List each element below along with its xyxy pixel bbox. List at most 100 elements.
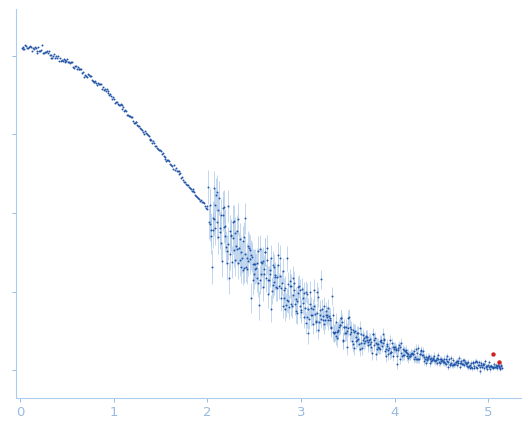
Point <box>312 319 320 326</box>
Point <box>183 181 191 188</box>
Point <box>492 363 501 370</box>
Point <box>284 298 292 305</box>
Point <box>407 350 415 357</box>
Point <box>194 194 203 201</box>
Point <box>469 359 478 366</box>
Point <box>490 361 499 368</box>
Point <box>298 286 306 293</box>
Point <box>475 362 483 369</box>
Point <box>277 295 286 302</box>
Point <box>177 174 186 181</box>
Point <box>298 295 307 302</box>
Point <box>488 364 496 371</box>
Point <box>322 307 330 314</box>
Point <box>443 357 451 364</box>
Point <box>294 290 302 297</box>
Point <box>351 328 359 335</box>
Point <box>35 48 44 55</box>
Point <box>410 348 419 355</box>
Point <box>154 146 162 153</box>
Point <box>382 353 390 360</box>
Point <box>479 361 487 368</box>
Point <box>244 243 252 250</box>
Point <box>33 47 42 54</box>
Point <box>162 157 170 164</box>
Point <box>468 364 476 371</box>
Point <box>497 361 505 368</box>
Point <box>246 256 255 263</box>
Point <box>342 329 350 336</box>
Point <box>264 277 272 284</box>
Point <box>357 340 365 347</box>
Point <box>426 360 434 367</box>
Point <box>312 288 321 295</box>
Point <box>378 330 387 337</box>
Point <box>216 229 225 236</box>
Point <box>471 358 479 365</box>
Point <box>140 131 148 138</box>
Point <box>417 348 425 355</box>
Point <box>329 328 337 335</box>
Point <box>427 357 436 364</box>
Point <box>206 220 215 227</box>
Point <box>213 219 221 226</box>
Point <box>146 136 155 143</box>
Point <box>391 344 399 351</box>
Point <box>220 223 228 230</box>
Point <box>487 363 495 370</box>
Point <box>187 187 196 194</box>
Point <box>480 361 488 368</box>
Point <box>388 340 396 347</box>
Point <box>104 87 113 94</box>
Point <box>228 235 237 242</box>
Point <box>441 355 450 362</box>
Point <box>201 205 210 212</box>
Point <box>273 284 281 291</box>
Point <box>363 339 372 346</box>
Point <box>447 354 456 361</box>
Point <box>466 362 474 369</box>
Point <box>391 346 400 353</box>
Point <box>430 352 438 359</box>
Point <box>353 335 362 342</box>
Point <box>366 341 374 348</box>
Point <box>431 357 440 364</box>
Point <box>370 341 379 348</box>
Point <box>451 358 460 365</box>
Point <box>217 212 225 219</box>
Point <box>489 350 497 357</box>
Point <box>328 312 337 319</box>
Point <box>286 278 295 285</box>
Point <box>168 162 176 169</box>
Point <box>91 78 99 85</box>
Point <box>272 274 281 281</box>
Point <box>455 355 463 362</box>
Point <box>225 250 234 257</box>
Point <box>231 256 239 263</box>
Point <box>257 271 266 278</box>
Point <box>63 56 72 63</box>
Point <box>230 218 238 225</box>
Point <box>115 101 123 108</box>
Point <box>478 363 486 370</box>
Point <box>260 271 268 277</box>
Point <box>27 43 35 50</box>
Point <box>301 305 309 312</box>
Point <box>62 57 70 64</box>
Point <box>227 232 235 239</box>
Point <box>76 66 85 73</box>
Point <box>279 302 287 309</box>
Point <box>306 301 315 308</box>
Point <box>173 168 181 175</box>
Point <box>108 95 116 102</box>
Point <box>299 299 307 306</box>
Point <box>255 302 263 309</box>
Point <box>444 359 452 366</box>
Point <box>253 274 261 281</box>
Point <box>86 73 95 80</box>
Point <box>123 112 132 119</box>
Point <box>373 340 381 347</box>
Point <box>361 333 370 340</box>
Point <box>128 114 136 121</box>
Point <box>440 355 448 362</box>
